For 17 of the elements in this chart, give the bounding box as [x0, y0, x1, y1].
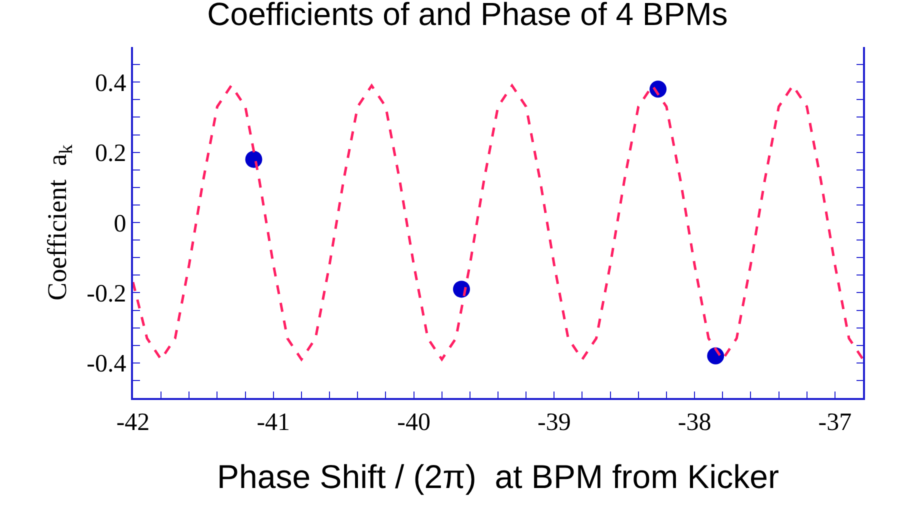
chart-title: Coefficients of and Phase of 4 BPMs: [207, 0, 728, 32]
x-tick-label: -41: [256, 408, 290, 436]
x-axis-title: Phase Shift / (2π) at BPM from Kicker: [217, 458, 779, 495]
point: [650, 80, 667, 98]
y-tick-label: -0.2: [86, 280, 126, 308]
point: [245, 150, 262, 168]
x-tick-label: -39: [537, 408, 571, 436]
point: [453, 280, 470, 298]
y-tick-label: 0: [114, 210, 126, 238]
y-tick-label: -0.4: [86, 350, 127, 378]
x-tick-label: -42: [116, 408, 150, 436]
y-tick-label: 0.2: [95, 140, 126, 168]
y-tick-label: 0.4: [95, 70, 127, 97]
point: [707, 347, 724, 364]
x-tick-label: -38: [678, 408, 712, 436]
x-tick-label: -40: [397, 408, 430, 436]
x-tick-label: -37: [818, 408, 852, 436]
